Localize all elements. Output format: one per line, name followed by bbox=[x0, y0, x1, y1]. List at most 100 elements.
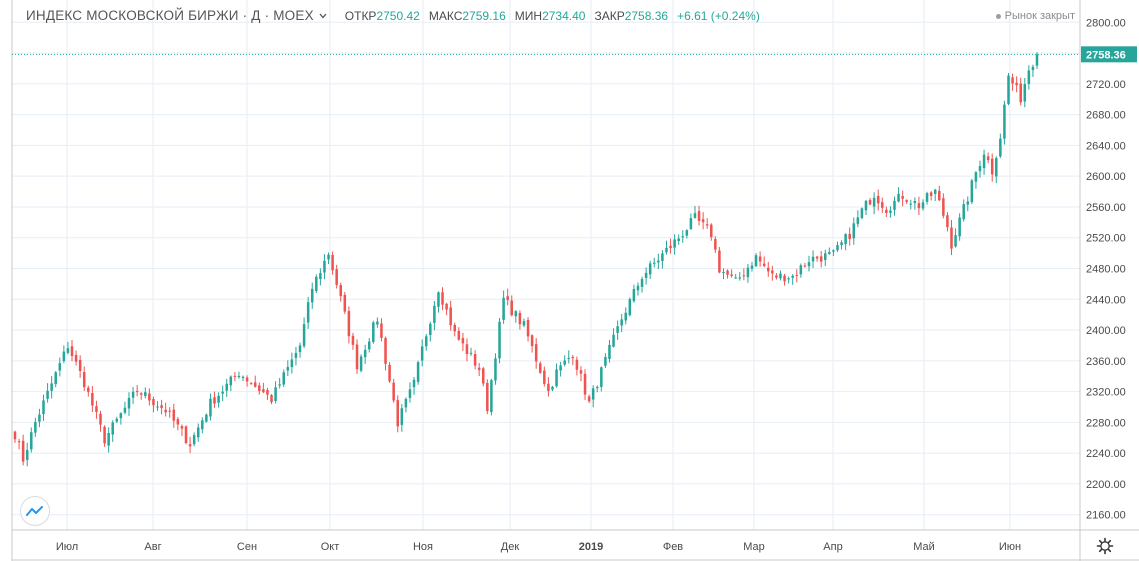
candle-body bbox=[620, 319, 623, 326]
y-tick-label: 2280.00 bbox=[1086, 417, 1126, 429]
candle-body bbox=[412, 379, 416, 388]
candle-body bbox=[673, 239, 676, 248]
candle-body bbox=[612, 334, 615, 347]
candle-body bbox=[693, 213, 697, 218]
candle-body bbox=[384, 338, 387, 364]
candle-body bbox=[811, 256, 815, 262]
candle-body bbox=[872, 197, 876, 207]
candle-body bbox=[518, 312, 522, 325]
candle-body bbox=[477, 367, 481, 370]
candle-body bbox=[209, 398, 212, 417]
candle-body bbox=[424, 336, 428, 347]
candle-body bbox=[701, 219, 705, 223]
candle-body bbox=[767, 267, 770, 272]
candle-body bbox=[119, 413, 123, 419]
candle-body bbox=[70, 346, 74, 357]
candle-body bbox=[962, 204, 965, 220]
candle-body bbox=[91, 393, 94, 406]
candle-body bbox=[551, 386, 554, 390]
candle-body bbox=[205, 414, 208, 422]
candle-body bbox=[1031, 66, 1035, 71]
candle-body bbox=[999, 138, 1002, 157]
candle-body bbox=[237, 375, 241, 378]
candle-body bbox=[885, 209, 888, 213]
candle-body bbox=[950, 227, 953, 249]
candle-body bbox=[253, 382, 257, 387]
candle-body bbox=[978, 166, 982, 172]
high-field: МАКС2759.16 bbox=[429, 9, 506, 23]
candle-body bbox=[400, 408, 404, 425]
candle-body bbox=[689, 218, 693, 229]
candle-body bbox=[498, 321, 501, 359]
y-tick-label: 2160.00 bbox=[1086, 510, 1126, 522]
candle-body bbox=[913, 201, 917, 204]
close-label: ЗАКР bbox=[594, 8, 625, 23]
candle-body bbox=[54, 372, 57, 385]
candle-body bbox=[966, 201, 970, 205]
y-tick-label: 2400.00 bbox=[1086, 325, 1126, 337]
low-field: МИН2734.40 bbox=[515, 9, 586, 23]
chevron-down-icon[interactable] bbox=[319, 13, 327, 19]
candle-body bbox=[1023, 84, 1027, 102]
candle-body bbox=[506, 296, 509, 301]
candle-body bbox=[730, 274, 733, 276]
candle-body bbox=[408, 389, 412, 398]
candle-body bbox=[180, 426, 184, 429]
candle-body bbox=[249, 383, 253, 385]
candle-body bbox=[616, 326, 619, 333]
x-tick-label: Авг bbox=[144, 541, 161, 553]
candle-body bbox=[144, 392, 147, 396]
candle-body bbox=[115, 418, 119, 422]
candle-body bbox=[995, 158, 998, 177]
symbol-title[interactable]: ИНДЕКС МОСКОВСКОЙ БИРЖИ · Д · MOEX bbox=[26, 8, 314, 23]
candle-body bbox=[315, 276, 318, 291]
candle-body bbox=[669, 245, 672, 248]
y-tick-label: 2360.00 bbox=[1086, 356, 1126, 368]
candle-body bbox=[868, 200, 872, 205]
candle-body bbox=[152, 398, 155, 406]
candle-body bbox=[278, 384, 281, 386]
candle-body bbox=[543, 370, 546, 384]
gear-icon[interactable] bbox=[1096, 537, 1114, 555]
candle-body bbox=[502, 297, 505, 320]
candle-body bbox=[938, 190, 941, 201]
candle-body bbox=[600, 367, 603, 387]
candle-body bbox=[530, 335, 534, 347]
candle-body bbox=[559, 365, 562, 371]
y-tick-label: 2520.00 bbox=[1086, 233, 1126, 245]
candle-body bbox=[714, 239, 717, 250]
candle-body bbox=[860, 208, 864, 218]
candle-body bbox=[591, 388, 595, 400]
candle-body bbox=[188, 444, 192, 447]
candle-body bbox=[848, 233, 851, 239]
candle-body bbox=[889, 210, 892, 213]
candle-body bbox=[824, 253, 827, 261]
y-tick-label: 2720.00 bbox=[1086, 79, 1126, 91]
last-price-label: 2758.36 bbox=[1086, 49, 1126, 61]
candle-body bbox=[58, 363, 62, 371]
candle-body bbox=[331, 254, 334, 271]
candle-body bbox=[229, 376, 233, 386]
candle-body bbox=[13, 431, 17, 440]
candle-body bbox=[791, 275, 794, 278]
x-tick-label: Фев bbox=[663, 541, 683, 553]
x-tick-label: Июл bbox=[56, 541, 78, 553]
tradingview-logo-icon[interactable] bbox=[21, 497, 49, 525]
open-field: ОТКР2750.42 bbox=[345, 9, 420, 23]
candle-body bbox=[970, 180, 974, 203]
candle-body bbox=[893, 200, 896, 210]
candle-body bbox=[107, 433, 110, 446]
candle-body bbox=[160, 405, 163, 408]
candle-body bbox=[429, 323, 432, 336]
candle-body bbox=[746, 267, 750, 278]
status-dot-icon bbox=[995, 13, 1001, 19]
candle-body bbox=[103, 426, 106, 444]
candle-body bbox=[351, 335, 355, 345]
candle-body bbox=[99, 413, 102, 425]
candle-body bbox=[819, 256, 823, 262]
y-tick-label: 2800.00 bbox=[1086, 17, 1126, 29]
candle-body bbox=[624, 312, 628, 321]
candle-body bbox=[66, 348, 70, 353]
candle-body bbox=[34, 422, 37, 433]
